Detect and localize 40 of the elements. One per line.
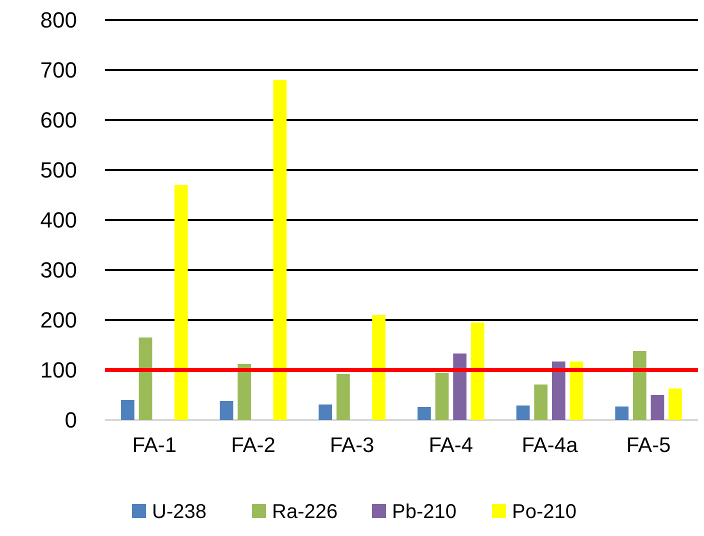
y-tick-label: 600 xyxy=(40,108,77,133)
bar xyxy=(336,374,350,420)
bar xyxy=(418,407,431,420)
bar xyxy=(516,406,530,420)
bar xyxy=(633,351,646,420)
bar xyxy=(372,315,386,420)
y-tick-label: 100 xyxy=(40,358,77,383)
bar xyxy=(470,322,484,420)
y-tick-label: 500 xyxy=(40,158,77,183)
y-tick-label: 300 xyxy=(40,258,77,283)
bar xyxy=(534,384,548,420)
legend-label: U-238 xyxy=(152,501,206,523)
bar xyxy=(121,400,134,420)
bar xyxy=(318,404,332,420)
legend-label: Po-210 xyxy=(512,501,576,523)
bar xyxy=(615,406,629,420)
bar xyxy=(650,395,664,420)
y-tick-label: 800 xyxy=(40,8,77,33)
x-tick-label: FA-4 xyxy=(428,434,474,457)
bar xyxy=(220,401,234,420)
bar xyxy=(273,80,287,420)
bar xyxy=(174,185,188,420)
bar xyxy=(138,338,152,420)
legend-label: Pb-210 xyxy=(392,501,456,523)
x-tick-label: FA-5 xyxy=(626,434,671,457)
bar xyxy=(552,362,566,420)
legend-label: Ra-226 xyxy=(272,501,338,523)
bar xyxy=(238,364,252,420)
x-tick-label: FA-2 xyxy=(231,434,276,457)
y-tick-label: 0 xyxy=(64,408,77,433)
x-tick-label: FA-4a xyxy=(522,434,578,457)
x-tick-label: FA-1 xyxy=(132,434,177,457)
bar xyxy=(570,362,584,420)
bar xyxy=(453,354,466,420)
bar xyxy=(668,388,682,420)
x-tick-label: FA-3 xyxy=(330,434,374,457)
y-tick-label: 400 xyxy=(40,208,77,233)
bar xyxy=(435,373,449,420)
y-tick-label: 200 xyxy=(40,308,77,333)
y-tick-label: 700 xyxy=(40,58,77,83)
